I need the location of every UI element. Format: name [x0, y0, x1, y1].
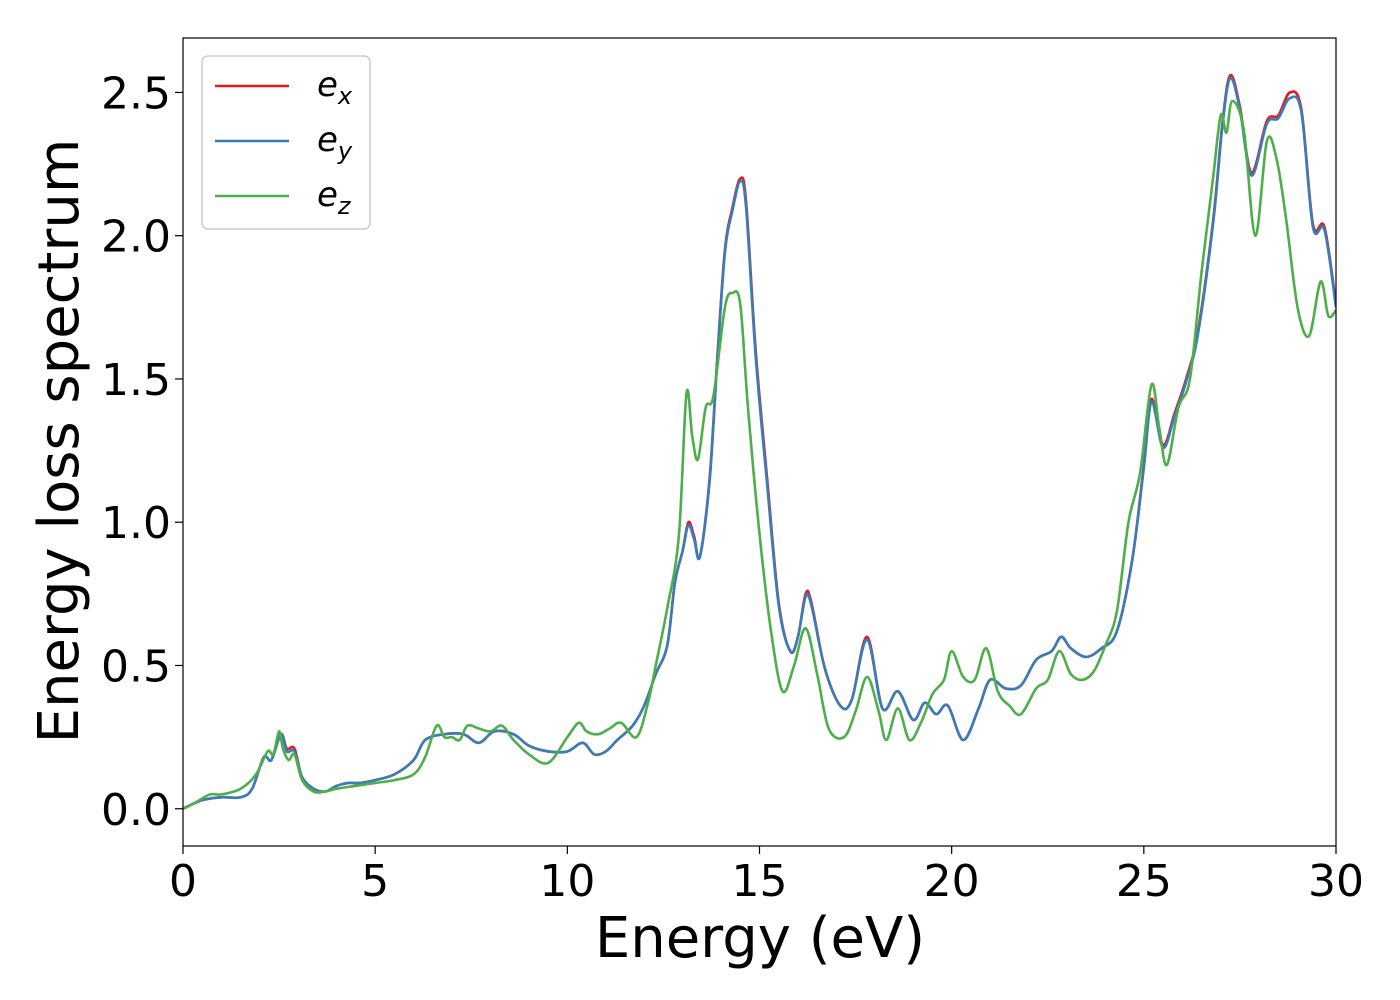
x-tick-label: 15 [732, 856, 788, 907]
y-axis-label: Energy loss spectrum [27, 139, 92, 744]
x-axis-label: Energy (eV) [595, 906, 925, 971]
series-layer [183, 73, 1336, 810]
x-tick-label: 20 [924, 856, 980, 907]
legend-label-z: ez [317, 175, 352, 220]
legend-label-subscript: y [337, 137, 353, 165]
legend-label-base: e [317, 175, 338, 215]
legend-label-subscript: z [337, 192, 352, 220]
legend-label-x: ex [317, 65, 353, 110]
series-line-z [183, 99, 1336, 810]
x-tick-label: 5 [361, 856, 389, 907]
y-tick-label: 1.5 [101, 355, 171, 406]
y-axis-ticks: 0.0 0.5 1.0 1.5 2.0 2.5 [101, 68, 183, 836]
legend-label-base: e [317, 65, 338, 105]
y-tick-label: 2.0 [101, 212, 171, 263]
legend-label-subscript: x [337, 82, 353, 110]
y-tick-label: 1.0 [101, 498, 171, 549]
legend-box [201, 55, 371, 230]
x-tick-label: 0 [169, 856, 197, 907]
x-axis-ticks: 0 5 10 15 20 25 30 [169, 846, 1364, 907]
legend-label-base: e [317, 120, 338, 160]
y-tick-label: 0.0 [101, 785, 171, 836]
y-tick-label: 2.5 [101, 68, 171, 119]
legend-label-y: ey [317, 120, 353, 165]
x-tick-label: 30 [1308, 856, 1364, 907]
x-tick-label: 25 [1116, 856, 1172, 907]
y-tick-label: 0.5 [101, 641, 171, 692]
x-tick-label: 10 [539, 856, 595, 907]
